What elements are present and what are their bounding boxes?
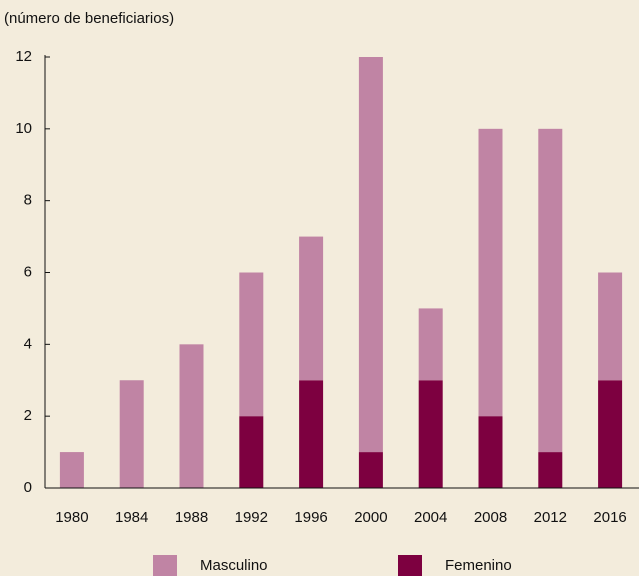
y-tick-label: 6 (24, 263, 32, 280)
bar-segment (299, 380, 324, 488)
bar-segment (358, 452, 383, 488)
legend-label: Masculino (200, 557, 268, 574)
y-tick-label: 2 (24, 407, 32, 424)
x-tick-label: 1992 (235, 509, 268, 526)
legend-swatch (398, 555, 422, 576)
bar-segment (598, 272, 623, 381)
bar-segment (59, 452, 84, 488)
bar-segment (478, 128, 503, 417)
bar-segment (478, 416, 503, 488)
chart-title: (número de beneficiarios) (4, 10, 174, 27)
legend-swatch (153, 555, 177, 576)
bar-segment (239, 272, 264, 417)
bar-segment (239, 416, 264, 488)
bar-segment (299, 236, 324, 381)
y-tick-label: 4 (24, 335, 32, 352)
x-tick-label: 2000 (354, 509, 387, 526)
y-tick-label: 8 (24, 192, 32, 209)
x-tick-label: 1996 (294, 509, 327, 526)
bar-segment (538, 128, 563, 453)
x-tick-label: 1980 (55, 509, 88, 526)
x-tick-label: 2012 (534, 509, 567, 526)
bar-segment (598, 380, 623, 488)
bar-segment (538, 452, 563, 488)
x-tick-label: 1988 (175, 509, 208, 526)
bar-segment (358, 57, 383, 453)
x-tick-label: 2004 (414, 509, 447, 526)
x-tick-label: 1984 (115, 509, 148, 526)
legend-label: Femenino (445, 557, 512, 574)
y-tick-label: 12 (15, 48, 32, 65)
bar-segment (179, 344, 204, 488)
bar-segment (119, 380, 144, 488)
x-tick-label: 2016 (593, 509, 626, 526)
bar-segment (418, 308, 443, 381)
y-tick-label: 0 (24, 479, 32, 496)
x-tick-label: 2008 (474, 509, 507, 526)
bar-segment (418, 380, 443, 488)
y-tick-label: 10 (15, 120, 32, 137)
